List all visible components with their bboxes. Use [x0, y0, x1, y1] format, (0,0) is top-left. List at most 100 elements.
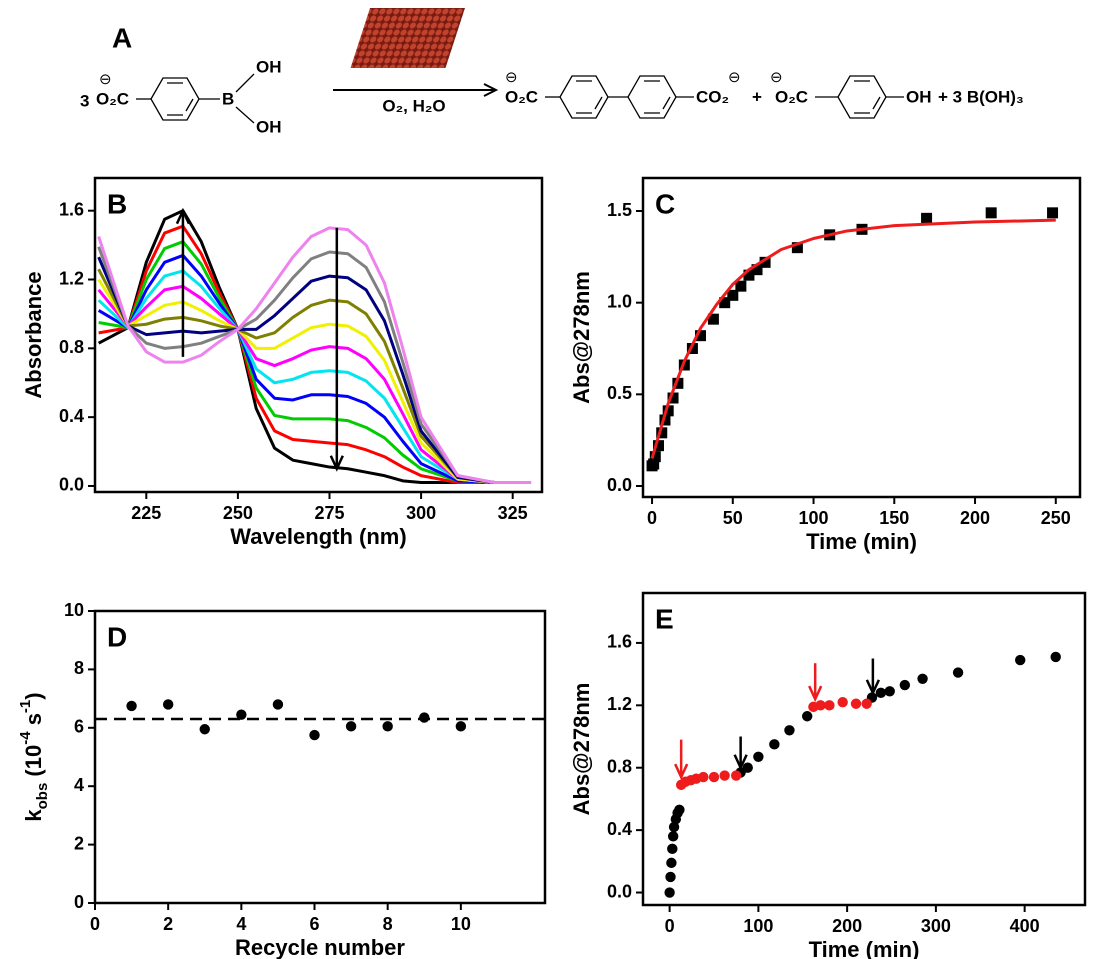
point — [419, 712, 430, 723]
y-tick-label: 0.0 — [607, 881, 632, 901]
point — [656, 427, 668, 439]
point — [698, 771, 709, 783]
curve — [97, 253, 532, 485]
charge: ⊖ — [728, 69, 741, 86]
ring — [150, 77, 200, 121]
coef: 3 — [80, 91, 89, 110]
plot-area — [95, 699, 545, 741]
charge: ⊖ — [99, 71, 112, 88]
arrow-head — [329, 455, 344, 472]
y-axis-label-part: obs — [34, 783, 51, 810]
point — [921, 212, 933, 224]
x-tick-label: 100 — [743, 916, 773, 936]
group: CO₂ — [696, 87, 729, 106]
ring-bonds — [167, 82, 194, 116]
curve — [97, 278, 532, 485]
point — [791, 242, 803, 254]
y-axis-label: Abs@278nm — [569, 271, 594, 404]
conditions: O₂, H₂O — [382, 96, 445, 115]
x-tick-label: 6 — [310, 914, 320, 934]
x-axis-label: Time (min) — [806, 529, 917, 554]
point — [653, 440, 665, 452]
point — [850, 698, 862, 709]
y-tick-label: 2 — [74, 833, 84, 853]
x-tick-label: 325 — [498, 503, 528, 523]
x-tick-label: 100 — [799, 508, 829, 528]
arrow-head — [175, 207, 191, 225]
point — [917, 673, 928, 684]
point — [199, 724, 210, 735]
point — [126, 700, 137, 712]
y-tick-label: 0 — [74, 892, 84, 912]
y-axis-label-part: s — [21, 713, 46, 731]
x-tick-label: 0 — [647, 508, 657, 528]
point — [884, 686, 895, 697]
y-axis-label: Absorbance — [21, 271, 46, 398]
point — [727, 289, 739, 301]
point — [664, 887, 675, 898]
x-tick-label: 225 — [131, 503, 161, 523]
x-tick-label: 275 — [314, 503, 344, 523]
y-tick-label: 0.4 — [607, 819, 632, 839]
plot-area — [646, 207, 1059, 472]
charge: ⊖ — [770, 69, 783, 86]
curve — [97, 268, 532, 485]
curve — [97, 246, 532, 485]
group: O₂C — [775, 87, 808, 106]
y-tick-label: 6 — [74, 717, 84, 737]
point — [837, 697, 848, 708]
y-tick-label: 0.5 — [607, 383, 632, 403]
boron: B — [222, 89, 234, 108]
x-tick-label: 0 — [90, 914, 100, 934]
point — [707, 313, 719, 325]
ring-bonds — [644, 80, 671, 114]
x-tick-label: 400 — [1010, 916, 1040, 936]
point — [455, 721, 467, 732]
x-axis-label: Time (min) — [809, 937, 920, 959]
point — [674, 804, 685, 816]
y-axis-label-part: -4 — [17, 731, 34, 745]
y-tick-label: 0.0 — [59, 475, 84, 495]
x-tick-label: 200 — [960, 508, 990, 528]
oh: OH — [256, 117, 282, 136]
x-tick-label: 8 — [383, 914, 393, 934]
point — [1047, 207, 1059, 219]
x-tick-label: 250 — [223, 503, 253, 523]
curve — [97, 209, 532, 485]
point — [735, 280, 747, 292]
y-axis-label-part: (10 — [21, 745, 46, 783]
point — [784, 725, 795, 736]
point — [719, 297, 731, 309]
plot-area — [97, 209, 532, 485]
point — [743, 269, 755, 281]
group: O₂C — [505, 87, 538, 106]
y-tick-label: 0.0 — [607, 475, 632, 495]
point — [309, 729, 320, 741]
y-tick-label: 0.8 — [59, 337, 84, 357]
x-tick-label: 4 — [236, 914, 246, 934]
point — [667, 843, 678, 855]
curve — [98, 224, 532, 485]
point — [719, 770, 730, 781]
curve — [97, 256, 532, 485]
x-tick-label: 200 — [832, 916, 862, 936]
point — [672, 377, 684, 389]
y-axis-label-part: -1 — [17, 700, 34, 713]
point — [666, 857, 677, 869]
y-tick-label: 1.0 — [607, 291, 632, 311]
point — [659, 414, 671, 426]
y-axis-label: kobs (10-4 s-1) — [17, 692, 51, 821]
plot-frame — [641, 591, 1087, 907]
x-tick-label: 0 — [665, 916, 675, 936]
y-axis-label: Abs@278nm — [569, 683, 594, 816]
point — [649, 451, 661, 463]
point — [875, 687, 887, 699]
y-tick-label: 1.2 — [59, 268, 84, 288]
point — [730, 770, 742, 781]
point — [742, 762, 753, 773]
point — [665, 871, 676, 883]
plot-frame — [93, 176, 544, 494]
point — [345, 721, 357, 732]
arrow-head — [483, 83, 499, 97]
